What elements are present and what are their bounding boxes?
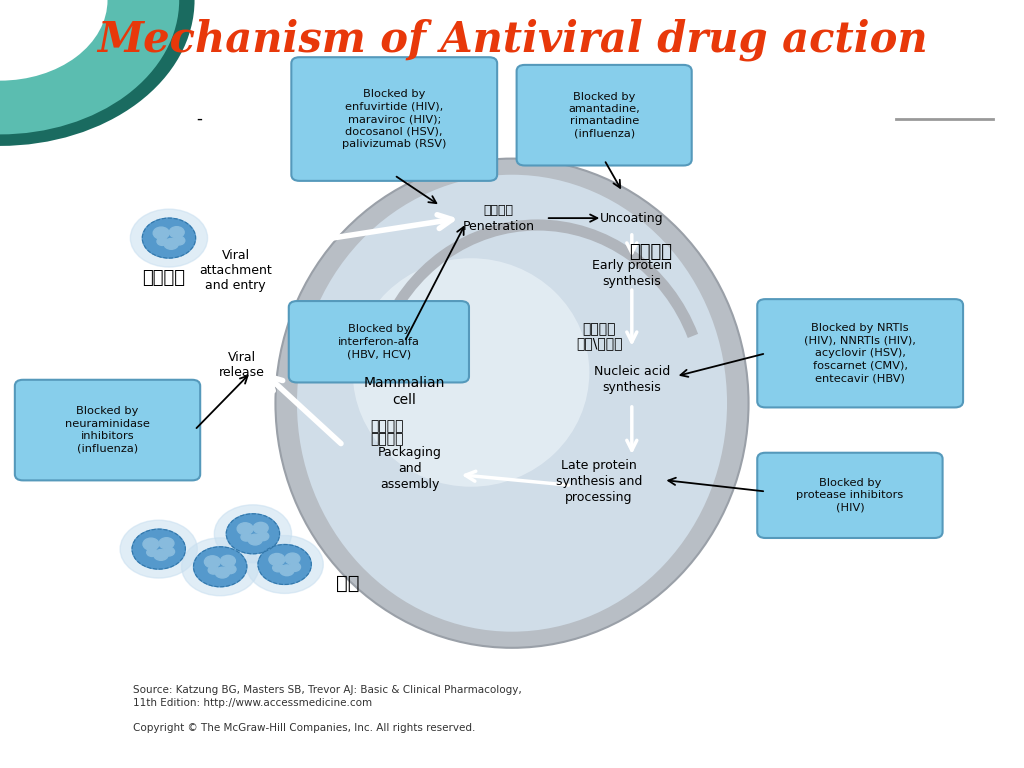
Circle shape (246, 535, 324, 594)
Text: Copyright © The McGraw-Hill Companies, Inc. All rights reserved.: Copyright © The McGraw-Hill Companies, I… (133, 723, 475, 733)
Text: Blocked by
enfuvirtide (HIV),
maraviroc (HIV);
docosanol (HSV),
palivizumab (RSV: Blocked by enfuvirtide (HIV), maraviroc … (342, 89, 446, 149)
Ellipse shape (352, 258, 590, 487)
Text: Nucleic acid
synthesis: Nucleic acid synthesis (594, 365, 670, 394)
Text: Late protein
synthesis and
processing: Late protein synthesis and processing (556, 459, 642, 504)
Text: Blocked by NRTIs
(HIV), NNRTIs (HIV),
acyclovir (HSV),
foscarnet (CMV),
entecavi: Blocked by NRTIs (HIV), NNRTIs (HIV), ac… (804, 323, 916, 383)
Text: -: - (197, 110, 203, 128)
Circle shape (181, 538, 259, 596)
Text: Mechanism of Antiviral drug action: Mechanism of Antiviral drug action (96, 18, 928, 61)
Ellipse shape (297, 175, 727, 631)
Ellipse shape (275, 159, 749, 648)
Circle shape (194, 547, 247, 587)
Circle shape (143, 538, 159, 550)
FancyBboxPatch shape (289, 301, 469, 382)
Circle shape (269, 554, 285, 565)
Text: Blocked by
amantadine,
rimantadine
(influenza): Blocked by amantadine, rimantadine (infl… (568, 91, 640, 139)
Circle shape (146, 548, 158, 557)
Text: 合成病毒: 合成病毒 (583, 322, 615, 336)
Circle shape (280, 565, 294, 576)
Circle shape (130, 209, 208, 267)
Circle shape (272, 564, 284, 572)
FancyBboxPatch shape (14, 379, 200, 481)
Circle shape (241, 533, 252, 541)
Circle shape (226, 514, 280, 554)
Text: Viral
attachment
and entry: Viral attachment and entry (199, 249, 272, 292)
Text: Blocked by
interferon-alfa
(HBV, HCV): Blocked by interferon-alfa (HBV, HCV) (338, 324, 420, 359)
Circle shape (164, 239, 178, 250)
Circle shape (173, 237, 184, 245)
Text: Viral
release: Viral release (219, 351, 264, 379)
Text: 核酸\蛋白质: 核酸\蛋白质 (575, 336, 623, 350)
Circle shape (208, 566, 219, 574)
Circle shape (220, 555, 236, 567)
Wedge shape (0, 0, 108, 81)
Circle shape (215, 568, 229, 578)
Circle shape (285, 553, 300, 564)
Circle shape (248, 535, 262, 545)
Text: Blocked by
protease inhibitors
(HIV): Blocked by protease inhibitors (HIV) (797, 478, 903, 513)
FancyBboxPatch shape (757, 453, 942, 538)
Text: 病毒脱壳: 病毒脱壳 (629, 243, 672, 261)
Circle shape (142, 218, 196, 258)
Text: 病毒颟粒: 病毒颟粒 (371, 419, 403, 433)
Text: Blocked by
neuraminidase
inhibitors
(influenza): Blocked by neuraminidase inhibitors (inf… (66, 406, 150, 454)
Circle shape (159, 538, 174, 549)
Text: Uncoating: Uncoating (600, 212, 664, 224)
Wedge shape (0, 0, 195, 146)
FancyBboxPatch shape (757, 299, 963, 407)
Text: 释放: 释放 (337, 574, 359, 593)
Text: 病毒侵入
Penetration: 病毒侵入 Penetration (463, 204, 535, 233)
FancyBboxPatch shape (291, 58, 498, 181)
Circle shape (257, 532, 268, 541)
Circle shape (224, 565, 236, 574)
Text: Mammalian
cell: Mammalian cell (364, 376, 445, 407)
FancyBboxPatch shape (516, 65, 692, 166)
Circle shape (120, 520, 198, 578)
Circle shape (289, 563, 300, 571)
Circle shape (169, 227, 184, 238)
Circle shape (163, 548, 174, 556)
Text: 装配成熟: 装配成熟 (371, 432, 403, 446)
Text: 病毒吸附: 病毒吸附 (142, 269, 185, 287)
Circle shape (253, 522, 268, 534)
Circle shape (258, 545, 311, 584)
Circle shape (205, 556, 220, 568)
Circle shape (154, 550, 168, 561)
Circle shape (238, 523, 253, 535)
Wedge shape (0, 0, 179, 134)
Circle shape (157, 237, 168, 246)
Text: Packaging
and
assembly: Packaging and assembly (378, 446, 441, 491)
Circle shape (214, 505, 292, 563)
Circle shape (154, 227, 169, 239)
Text: Source: Katzung BG, Masters SB, Trevor AJ: Basic & Clinical Pharmacology,
11th E: Source: Katzung BG, Masters SB, Trevor A… (133, 685, 522, 708)
Text: Early protein
synthesis: Early protein synthesis (592, 259, 672, 288)
Circle shape (132, 529, 185, 569)
